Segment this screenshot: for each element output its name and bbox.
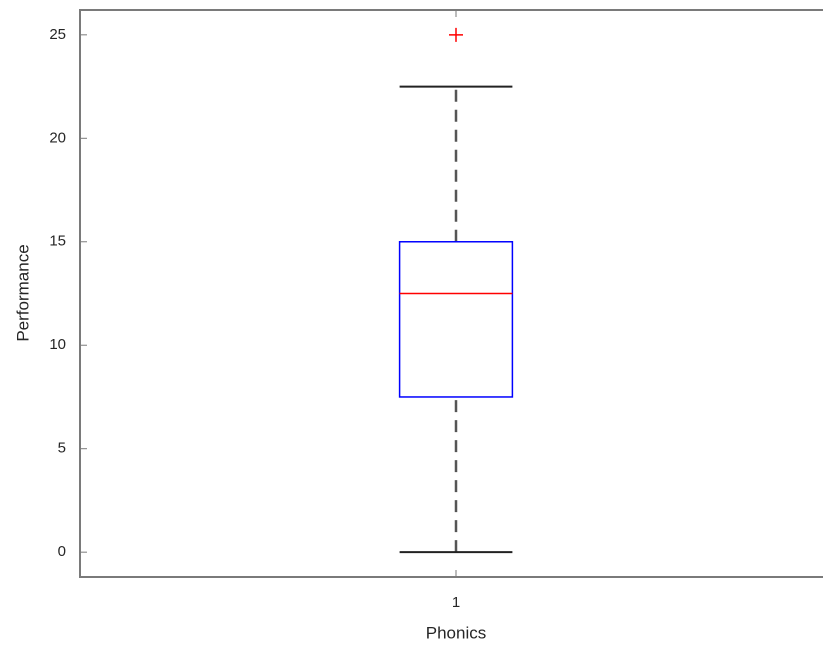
outlier	[449, 27, 463, 42]
y-tick-label: 10	[49, 336, 66, 353]
y-tick-label: 25	[49, 26, 66, 43]
box	[398, 241, 514, 398]
y-tick-label: 5	[58, 440, 66, 457]
y-tick-label: 20	[49, 129, 66, 146]
y-axis-label: Performance	[13, 244, 32, 341]
x-axis-label: Phonics	[426, 623, 486, 642]
y-tick-label: 15	[49, 233, 66, 250]
x-tick-label: 1	[452, 594, 460, 611]
y-tick-label: 0	[58, 543, 66, 560]
